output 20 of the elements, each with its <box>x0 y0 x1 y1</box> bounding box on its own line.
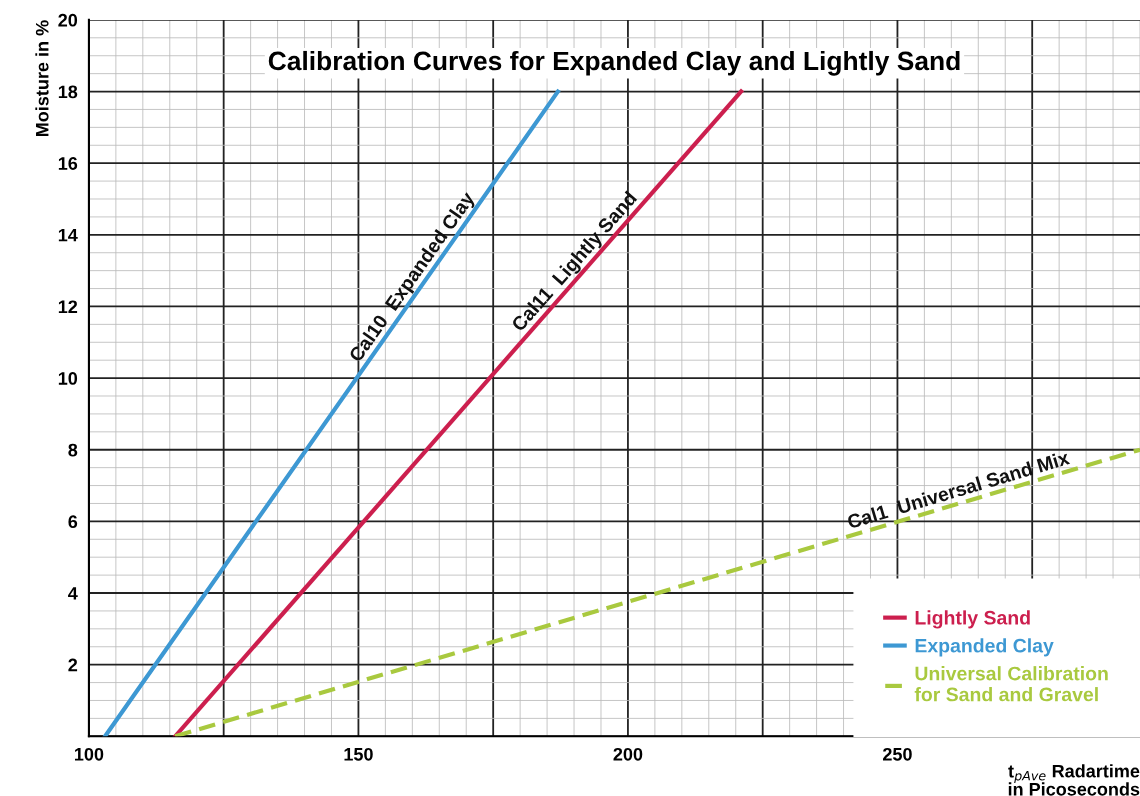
y-tick-label: 4 <box>68 587 78 600</box>
x-tick-label: 200 <box>613 747 643 761</box>
legend-label: Universal Calibration for Sand and Gravel <box>914 666 1108 702</box>
y-tick-label: 14 <box>58 228 78 242</box>
y-tick-label: 6 <box>68 515 78 529</box>
y-tick-label: 12 <box>58 300 78 313</box>
legend-label: Expanded Clay <box>915 638 1054 657</box>
y-tick-label: 8 <box>68 443 78 457</box>
x-tick-label: 100 <box>75 747 104 761</box>
x-axis-title: t$_{pAve}$ Radartime in Picoseconds <box>1008 764 1140 796</box>
legend-label: Lightly Sand <box>915 610 1030 629</box>
y-tick-label: 16 <box>58 157 78 170</box>
y-tick-label: 20 <box>58 13 78 27</box>
y-tick-label: 10 <box>58 372 78 385</box>
x-tick-label: 150 <box>344 747 373 761</box>
y-axis-title: Moisture in % <box>35 20 49 137</box>
text: Calibration Curves for Expanded Clay and Lightly Sand <box>268 50 960 76</box>
x-tick-label: 250 <box>883 747 912 761</box>
y-tick-label: 18 <box>58 85 78 99</box>
y-tick-label: 2 <box>68 658 78 672</box>
